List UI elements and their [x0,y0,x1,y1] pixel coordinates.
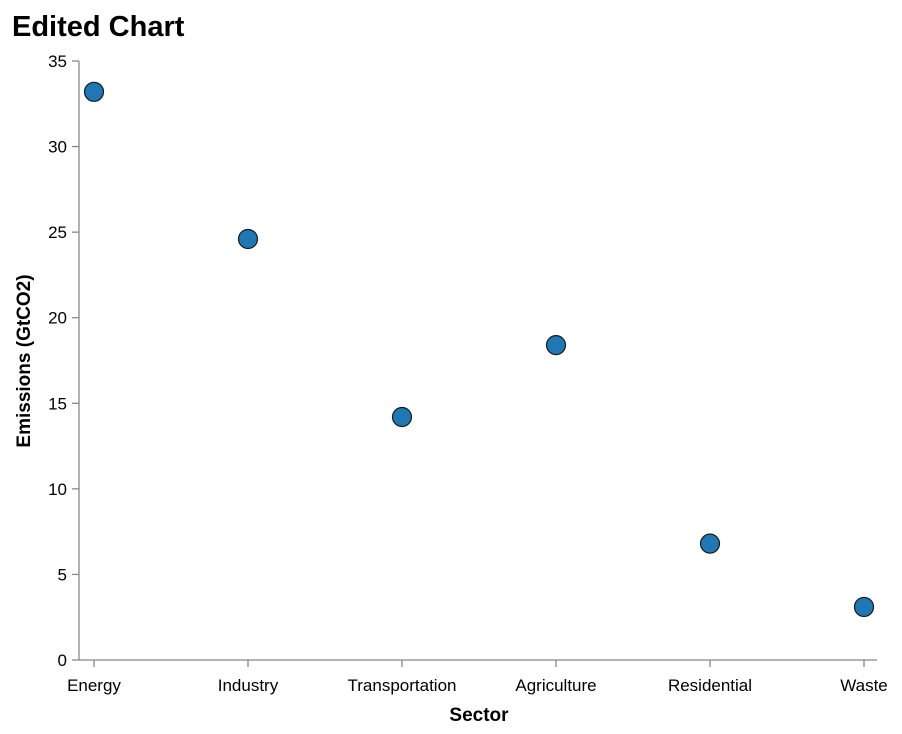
data-point-transportation [391,406,413,428]
x-tick-label: Energy [67,676,121,695]
data-point-residential [699,533,721,554]
y-tick-label: 30 [48,138,67,157]
x-tick-label: Transportation [348,676,457,695]
x-axis-title: Sector [449,705,509,726]
y-tick-label: 0 [58,651,67,670]
y-tick-label: 20 [48,309,67,328]
y-tick-label: 35 [48,52,67,71]
y-tick-label: 10 [48,480,67,499]
x-tick-label: Residential [668,676,752,695]
chart-title: Edited Chart [12,11,185,43]
data-points [83,81,875,618]
x-tick-label: Waste [840,676,888,695]
x-tick-label: Agriculture [515,676,596,695]
data-point-agriculture [545,334,567,356]
x-axis: Energy Industry Transportation Agriculture R… [67,659,888,695]
y-tick-label: 25 [48,223,67,242]
x-tick-label: Industry [218,676,279,695]
y-tick-label: 15 [48,394,67,413]
data-point-waste [853,596,875,618]
y-axis-title: Emissions (GtCO2) [14,274,35,447]
y-axis: 0 5 10 15 20 25 30 35 [48,52,80,670]
data-point-industry [237,228,259,250]
y-tick-label: 5 [58,565,67,584]
data-point-energy [83,81,105,102]
